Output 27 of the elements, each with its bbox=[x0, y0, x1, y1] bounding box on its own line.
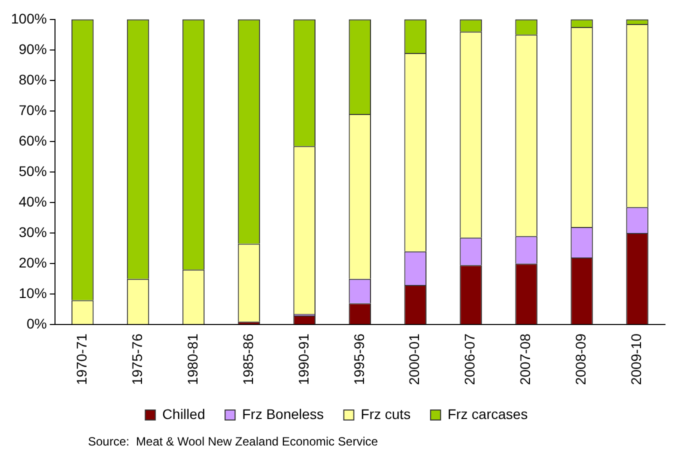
legend-label: Frz carcases bbox=[448, 406, 528, 422]
x-tick-label: 2008-09 bbox=[572, 333, 589, 386]
y-tick-label: 80% bbox=[18, 71, 47, 88]
y-tick-label: 0% bbox=[26, 315, 47, 332]
y-tick-label: 40% bbox=[18, 193, 47, 210]
y-tick-label: 100% bbox=[10, 10, 47, 26]
x-tick-label: 2006-07 bbox=[462, 333, 478, 386]
y-tick-label: 10% bbox=[18, 284, 47, 301]
legend-label: Chilled bbox=[162, 406, 206, 422]
legend-label: Frz Boneless bbox=[242, 406, 324, 422]
source-note: Source: Meat & Wool New Zealand Economic Service bbox=[88, 434, 378, 448]
x-tick-label: 1990-91 bbox=[295, 333, 312, 386]
x-tick-label: 2007-08 bbox=[517, 333, 534, 386]
x-tick-label: 1980-81 bbox=[184, 333, 200, 386]
x-tick-label: 2009-10 bbox=[628, 333, 644, 386]
y-tick-label: 30% bbox=[18, 224, 47, 240]
y-tick-label: 70% bbox=[18, 102, 47, 118]
x-tick-label: 1975-76 bbox=[128, 333, 145, 386]
legend-label: Frz cuts bbox=[360, 406, 411, 422]
x-tick-label: 1970-71 bbox=[73, 333, 90, 386]
y-tick-label: 50% bbox=[18, 162, 47, 179]
x-tick-label: 1985-86 bbox=[240, 333, 256, 386]
x-tick-label: 2000-01 bbox=[406, 333, 422, 386]
x-tick-label: 1995-96 bbox=[350, 333, 367, 386]
y-tick-label: 60% bbox=[18, 132, 47, 148]
y-tick-label: 20% bbox=[18, 254, 47, 270]
y-tick-label: 90% bbox=[18, 40, 47, 57]
